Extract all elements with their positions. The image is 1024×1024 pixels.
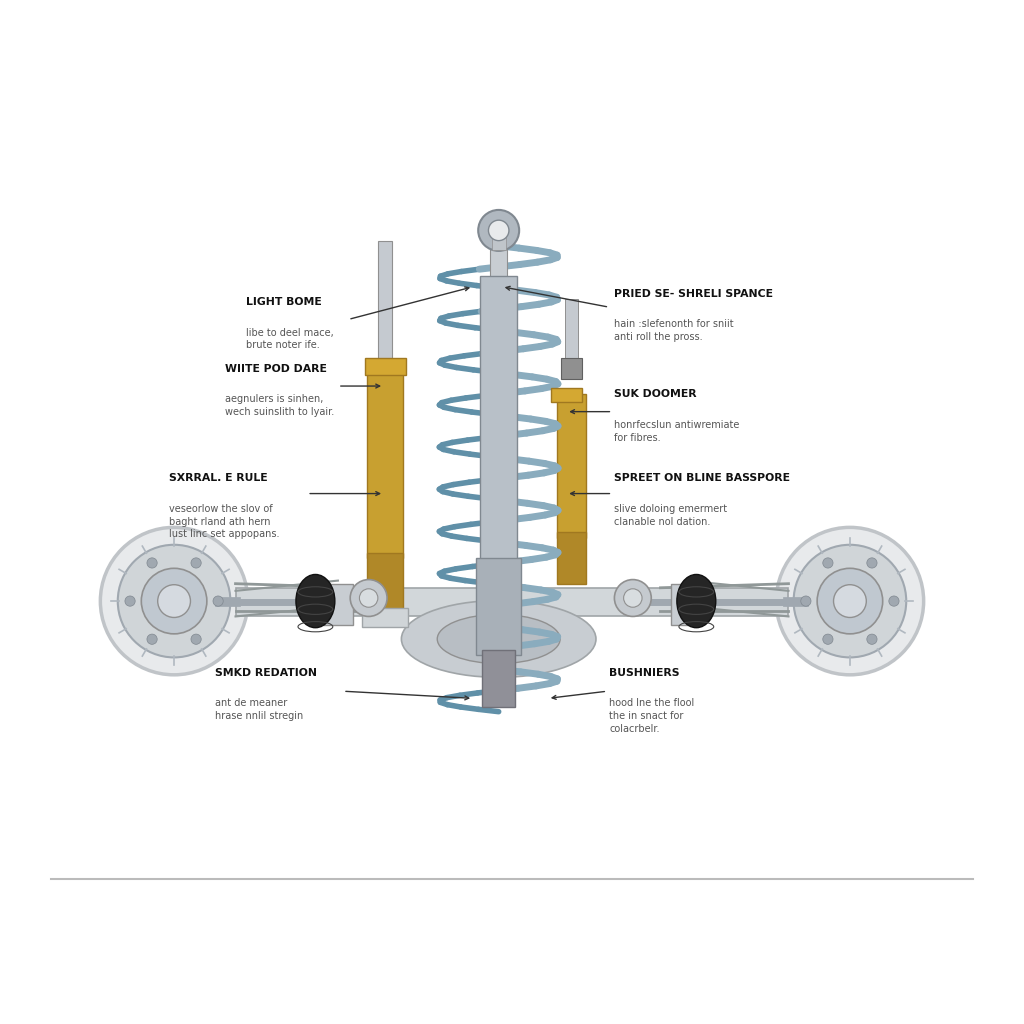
Bar <box>362 608 408 627</box>
Bar <box>557 532 586 584</box>
Ellipse shape <box>401 600 596 678</box>
Text: SUK DOOMER: SUK DOOMER <box>614 389 697 399</box>
Circle shape <box>889 596 899 606</box>
Circle shape <box>147 634 158 644</box>
Bar <box>557 394 586 538</box>
Text: ant de meaner
hrase nnlil stregin: ant de meaner hrase nnlil stregin <box>215 698 303 721</box>
Circle shape <box>624 589 642 607</box>
Bar <box>561 358 582 379</box>
Circle shape <box>478 210 519 251</box>
Bar <box>378 241 392 364</box>
Circle shape <box>794 545 906 657</box>
Text: hain :slefenonth for sniit
anti roll the pross.: hain :slefenonth for sniit anti roll the… <box>614 319 734 342</box>
Bar <box>367 369 403 558</box>
Circle shape <box>190 634 201 644</box>
Text: hood lne the flool
the in snact for
colacrbelr.: hood lne the flool the in snact for cola… <box>609 698 694 734</box>
Text: SMKD REDATION: SMKD REDATION <box>215 668 317 678</box>
Bar <box>367 553 403 614</box>
Bar <box>365 358 406 375</box>
Circle shape <box>350 580 387 616</box>
Circle shape <box>823 634 834 644</box>
Circle shape <box>359 589 378 607</box>
Circle shape <box>213 596 223 606</box>
Text: veseorlow the slov of
baght rland ath hern
lust linc set appopans.: veseorlow the slov of baght rland ath he… <box>169 504 280 540</box>
Text: WIITE POD DARE: WIITE POD DARE <box>225 364 327 374</box>
Circle shape <box>100 527 248 675</box>
Text: libe to deel mace,
brute noter ife.: libe to deel mace, brute noter ife. <box>246 328 334 350</box>
Bar <box>323 584 353 625</box>
Bar <box>236 588 788 616</box>
Circle shape <box>614 580 651 616</box>
Text: SPREET ON BLINE BASSPORE: SPREET ON BLINE BASSPORE <box>614 473 791 483</box>
Circle shape <box>488 220 509 241</box>
Circle shape <box>158 585 190 617</box>
Bar <box>476 558 521 655</box>
Circle shape <box>801 596 811 606</box>
Text: BUSHNIERS: BUSHNIERS <box>609 668 680 678</box>
Text: honrfecslun antiwremiate
for fibres.: honrfecslun antiwremiate for fibres. <box>614 420 739 442</box>
Circle shape <box>125 596 135 606</box>
Circle shape <box>190 558 201 568</box>
Circle shape <box>866 634 877 644</box>
Circle shape <box>866 558 877 568</box>
Bar <box>492 229 506 250</box>
Text: PRIED SE- SHRELI SPANCE: PRIED SE- SHRELI SPANCE <box>614 289 773 299</box>
Bar <box>671 584 701 625</box>
Circle shape <box>118 545 230 657</box>
Bar <box>482 650 515 707</box>
Ellipse shape <box>677 574 716 628</box>
Bar <box>480 276 517 573</box>
Text: SXRRAL. E RULE: SXRRAL. E RULE <box>169 473 267 483</box>
Circle shape <box>776 527 924 675</box>
Ellipse shape <box>437 614 560 664</box>
Circle shape <box>817 568 883 634</box>
Text: LIGHT BOME: LIGHT BOME <box>246 297 322 307</box>
Circle shape <box>834 585 866 617</box>
Circle shape <box>147 558 158 568</box>
Text: slive doloing emermert
clanable nol dation.: slive doloing emermert clanable nol dati… <box>614 504 727 526</box>
Ellipse shape <box>296 574 335 628</box>
Bar <box>565 299 578 360</box>
Bar <box>490 230 507 287</box>
Bar <box>551 388 582 402</box>
Circle shape <box>823 558 834 568</box>
Circle shape <box>141 568 207 634</box>
Text: aegnulers is sinhen,
wech suinslith to lyair.: aegnulers is sinhen, wech suinslith to l… <box>225 394 335 417</box>
